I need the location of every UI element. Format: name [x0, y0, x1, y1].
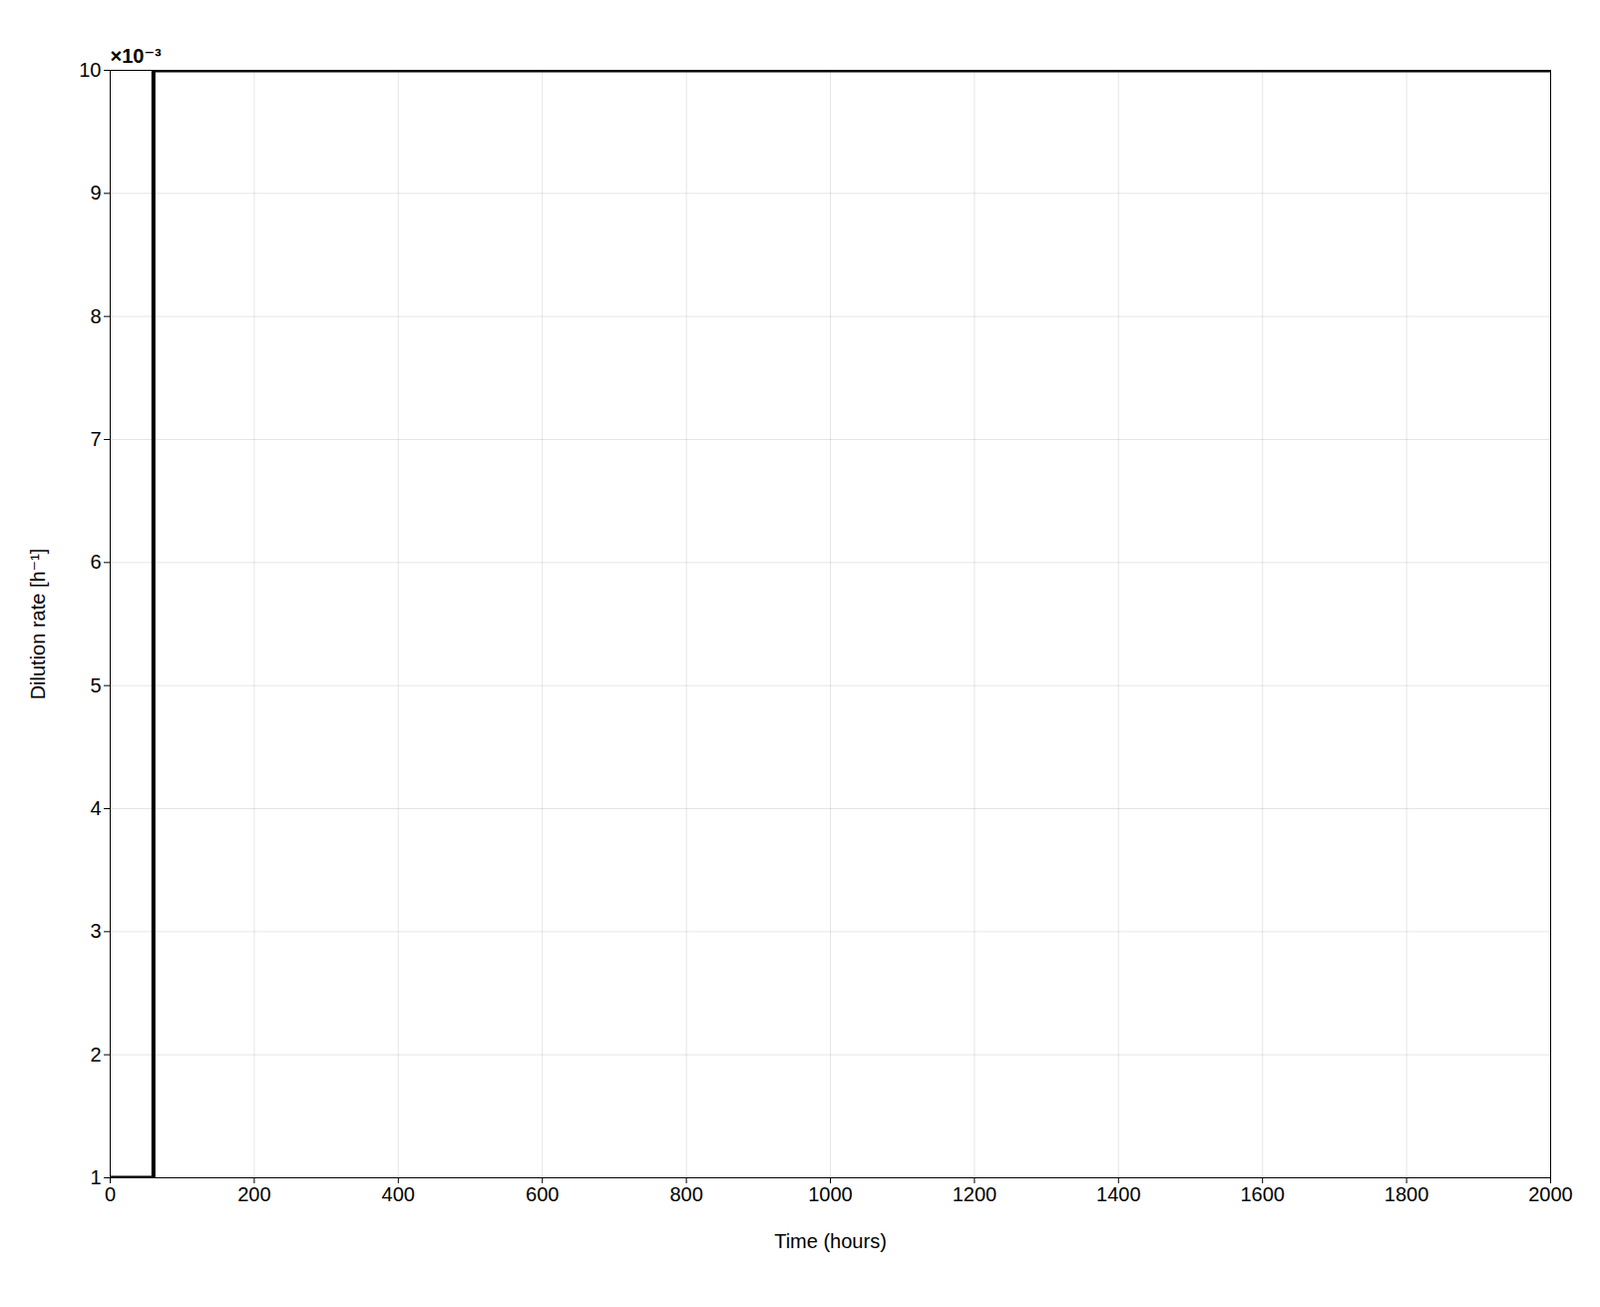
svg-text:Dilution rate [h⁻¹]: Dilution rate [h⁻¹] — [26, 548, 49, 701]
svg-text:1000: 1000 — [807, 1183, 853, 1205]
svg-text:1200: 1200 — [952, 1183, 998, 1205]
svg-text:3: 3 — [89, 919, 101, 942]
svg-text:Time (hours): Time (hours) — [774, 1229, 887, 1252]
svg-text:600: 600 — [525, 1183, 559, 1205]
svg-text:4: 4 — [89, 797, 101, 819]
svg-text:×10⁻³: ×10⁻³ — [110, 44, 162, 67]
svg-text:7: 7 — [89, 427, 101, 450]
svg-text:8: 8 — [89, 305, 101, 328]
svg-text:1: 1 — [89, 1166, 101, 1189]
svg-text:1800: 1800 — [1384, 1183, 1430, 1205]
svg-text:400: 400 — [382, 1183, 415, 1205]
svg-text:1400: 1400 — [1096, 1183, 1142, 1205]
svg-text:200: 200 — [237, 1183, 271, 1205]
svg-text:10: 10 — [78, 58, 101, 81]
svg-text:2000: 2000 — [1528, 1183, 1574, 1205]
svg-text:1600: 1600 — [1239, 1183, 1285, 1205]
svg-text:0: 0 — [104, 1183, 116, 1205]
svg-text:2: 2 — [89, 1043, 101, 1066]
svg-text:800: 800 — [669, 1183, 703, 1205]
svg-text:9: 9 — [89, 181, 101, 204]
svg-text:6: 6 — [89, 550, 101, 573]
svg-text:5: 5 — [89, 674, 101, 697]
